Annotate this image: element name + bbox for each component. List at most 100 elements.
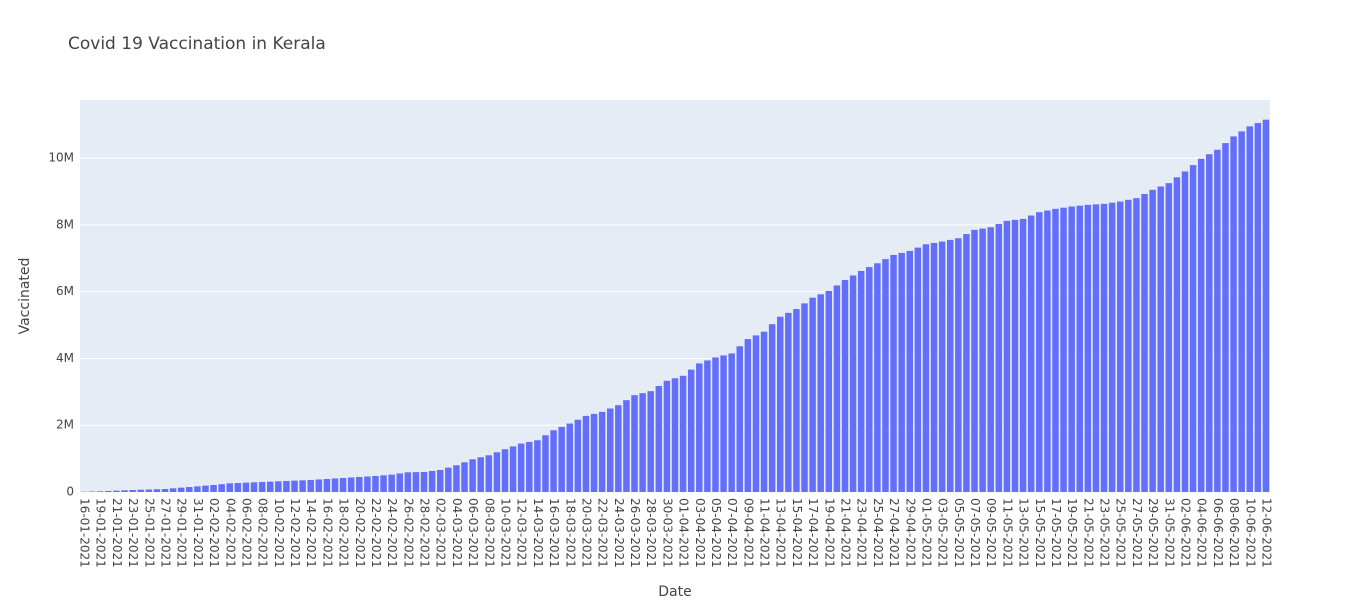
bar [655,385,663,492]
bar [437,469,444,492]
bar [1011,219,1019,492]
bar [242,482,250,492]
bar [574,419,582,492]
bar [445,467,452,492]
bar [121,490,128,492]
bar [1068,206,1075,493]
x-tick-label: 22-03-2021 [596,498,610,568]
x-tick-label: 21-05-2021 [1081,498,1095,568]
bar [97,491,104,492]
x-tick-label: 21-01-2021 [110,498,124,568]
bar [938,241,946,492]
x-tick-label: 12-02-2021 [288,498,302,568]
bar [882,259,889,492]
x-tick-label: 04-06-2021 [1195,498,1209,568]
x-axis-title: Date [658,584,691,600]
bar [947,239,954,492]
bar [971,229,978,492]
bar [801,303,808,492]
bar [461,462,468,492]
bar [485,455,493,492]
bar [1141,193,1148,493]
bar [898,252,905,492]
bar [372,475,379,492]
bar [760,331,768,492]
bar [639,393,646,492]
bar [874,263,881,492]
x-tick-label: 03-05-2021 [936,498,950,568]
x-tick-label: 27-04-2021 [887,498,901,568]
x-tick-label: 14-03-2021 [531,498,545,568]
x-tick-label: 15-04-2021 [790,498,804,568]
x-tick-label: 06-02-2021 [239,498,253,568]
x-tick-label: 04-03-2021 [450,498,464,568]
bar [752,335,760,492]
bar [712,357,719,492]
bar [1181,171,1189,493]
bar [1197,158,1205,493]
bar [250,482,258,492]
bar [202,485,209,492]
y-tick-label: 10M [48,151,74,165]
x-tick-label: 14-02-2021 [304,498,318,568]
x-tick-label: 07-04-2021 [725,498,739,568]
x-tick-label: 08-02-2021 [256,498,270,568]
bar [785,312,792,492]
x-tick-label: 01-04-2021 [677,498,691,568]
bar [768,324,776,492]
x-tick-label: 26-03-2021 [628,498,642,568]
x-tick-label: 04-02-2021 [223,498,237,568]
bar [833,285,841,492]
chart-title: Covid 19 Vaccination in Kerala [68,34,326,54]
bar [1084,204,1092,492]
bar [979,228,986,493]
bar [1044,210,1051,492]
bar [364,476,371,492]
bar [1157,186,1164,492]
bar [1027,215,1035,492]
bar [955,238,962,492]
bar [866,267,873,492]
bar [501,449,509,492]
bar [1246,126,1253,492]
bar [267,481,274,492]
y-tick-label: 8M [56,217,74,231]
bar [825,290,833,492]
bar [412,472,420,492]
bar [1149,189,1156,492]
bar [428,470,436,492]
bar [1117,201,1124,492]
bar [1254,123,1262,492]
bar [590,413,598,492]
bar [477,457,484,492]
bar [566,423,573,492]
x-tick-label: 06-03-2021 [466,498,480,568]
x-tick-label: 26-02-2021 [401,498,415,568]
bar [339,477,347,492]
x-tick-label: 29-05-2021 [1146,498,1160,568]
bar [1173,177,1181,492]
y-tick-label: 6M [56,284,74,298]
x-tick-label: 23-05-2021 [1098,498,1112,568]
bar [291,480,298,492]
bar [283,480,290,492]
bar [469,459,476,492]
x-tick-label: 27-01-2021 [159,498,173,568]
x-tick-label: 09-05-2021 [984,498,998,568]
bar [922,244,930,492]
x-tick-label: 31-05-2021 [1162,498,1176,568]
x-tick-label: 29-04-2021 [903,498,917,568]
bar [671,378,679,492]
bar [517,443,525,492]
bar [396,473,403,492]
bar [995,224,1003,492]
x-tick-label: 03-04-2021 [693,498,707,568]
bar [906,250,913,492]
bar [777,316,784,492]
bar [890,254,897,492]
x-tick-label: 27-05-2021 [1130,498,1144,568]
bar [388,474,395,492]
bar [380,475,387,492]
x-tick-label: 16-03-2021 [547,498,561,568]
